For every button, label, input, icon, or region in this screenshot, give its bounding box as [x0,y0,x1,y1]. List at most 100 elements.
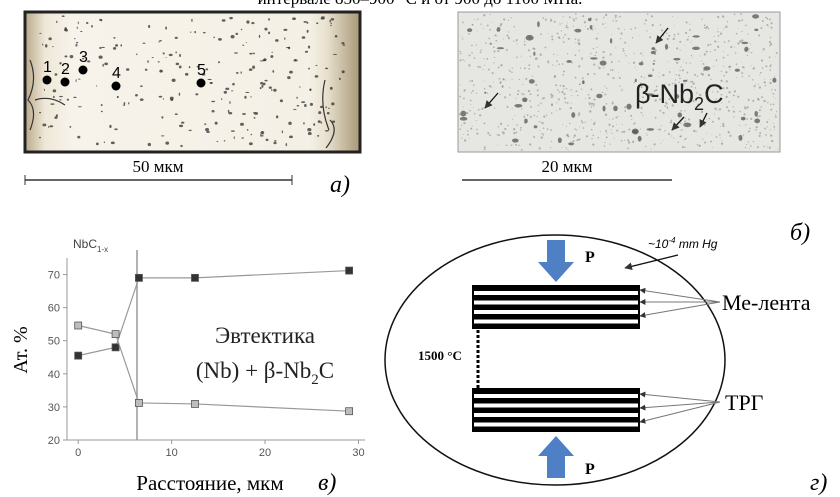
grain [564,101,567,104]
grain [664,129,666,132]
grain [712,91,714,93]
grain [602,50,605,54]
pore [184,72,189,76]
grain [660,142,662,144]
grain [690,85,693,88]
grain [651,23,654,27]
grain [493,62,495,64]
grain [762,50,763,52]
pore [206,131,210,134]
grain [728,40,730,42]
pore [217,61,221,64]
grain [725,86,729,90]
grain [712,120,714,123]
pore [112,46,117,50]
precipitate [524,118,528,124]
pore [230,35,235,39]
pore [114,128,118,131]
annotation-line: (Nb) + β-Nb2C [196,358,334,388]
grain [558,63,561,66]
phase-text: β-Nb [635,79,694,109]
grain [584,26,586,27]
grain [608,119,610,120]
grain [668,71,671,73]
precipitate [664,43,669,50]
tape-arrows [639,287,721,424]
pore [52,89,57,93]
precipitate [609,38,613,44]
precipitate [467,28,473,33]
point-marker [111,81,121,91]
grain [555,84,558,87]
precipitate [734,68,740,72]
grain [520,148,523,151]
pore [273,88,277,92]
grain [747,98,750,101]
grain [768,119,770,121]
grain [702,138,704,140]
grain [709,50,712,53]
grain [491,21,493,23]
grain [630,114,633,117]
grain [716,91,719,93]
grain [771,139,774,143]
grain [550,140,553,143]
grain [668,46,670,48]
pore [115,44,119,47]
pore [171,78,176,82]
grain [759,71,762,74]
grain [597,33,599,34]
grain [504,127,507,131]
grain [721,102,723,104]
grain [595,37,598,40]
grain [580,57,584,60]
grain [583,21,587,24]
temperature: 1500 °C [418,348,462,363]
grain [594,54,596,56]
grain [473,57,476,59]
grain [463,89,466,92]
grain [591,138,593,140]
grain [771,88,773,91]
grain [566,102,569,104]
grain [597,136,600,139]
grain [556,32,559,35]
pore [334,34,338,38]
pore [104,62,109,66]
grain [642,114,644,117]
grain [748,51,750,53]
pore [123,102,126,106]
pore [342,44,346,46]
grain [717,15,720,19]
grain [650,148,652,150]
grain [623,139,626,141]
grain [566,134,569,137]
precipitate [754,28,759,32]
grain [524,89,526,91]
grain [668,98,671,100]
pore [249,52,253,55]
grain [489,13,491,16]
pore [39,32,42,34]
pore [227,109,230,113]
grain [742,134,744,136]
grain [471,90,474,92]
grain [690,54,693,57]
grain [506,34,509,37]
grain [675,74,677,76]
pore [229,100,231,105]
grain [470,92,472,94]
grain [538,121,540,123]
pore [315,64,318,66]
grain [670,119,673,122]
pore [61,15,65,17]
grain [696,91,698,93]
grain [720,79,723,82]
grain [536,89,539,92]
grain [662,73,665,77]
pore [55,114,58,117]
grain [617,27,620,30]
grain [674,82,676,85]
grain [732,106,734,108]
